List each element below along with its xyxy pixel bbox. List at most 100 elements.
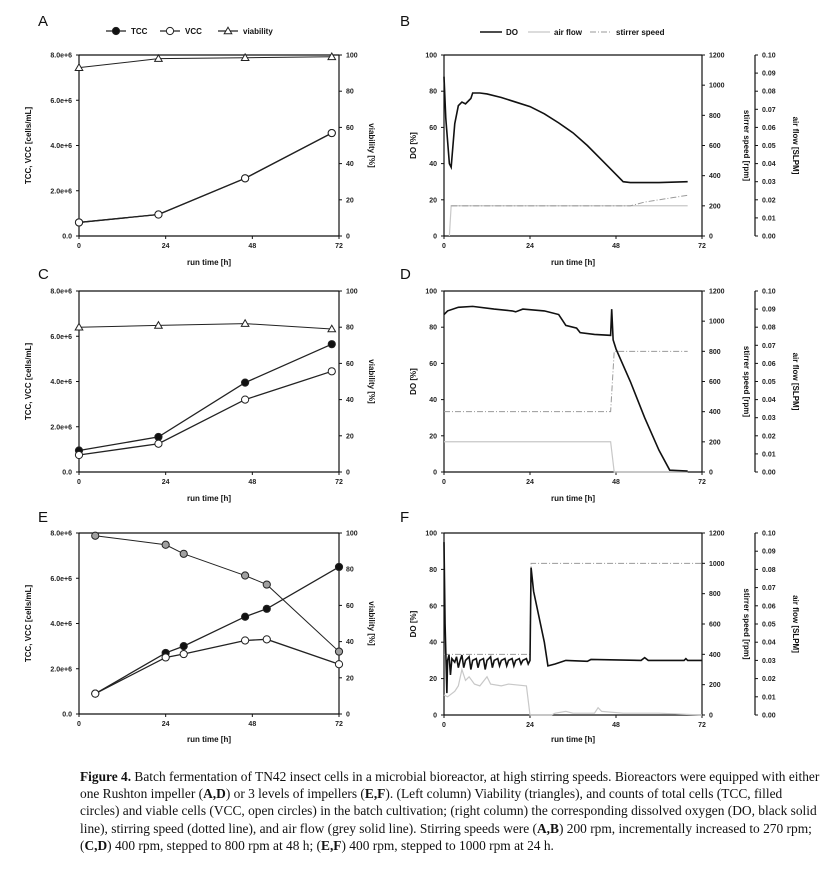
y3-tick-label: 0.07 [762, 343, 776, 350]
caption-bold-segment: E,F [364, 786, 386, 802]
y3-tick-label: 0.03 [762, 179, 776, 186]
y-axis-label: DO [%] [409, 132, 418, 159]
x-axis-label: run time [h] [187, 258, 231, 267]
y2-tick-label: 0 [346, 470, 350, 477]
y2-tick-label: 200 [709, 439, 721, 446]
x-tick-label: 24 [526, 722, 534, 729]
caption-segment: ) or 3 levels of impellers ( [225, 786, 365, 802]
y3-tick-label: 0.01 [762, 694, 776, 701]
y2-tick-label: 0 [346, 712, 350, 719]
y-tick-label: 6.0e+6 [50, 576, 72, 583]
legend: DO air flow stirrer speed [480, 28, 665, 37]
y-tick-label: 20 [429, 676, 437, 683]
y2-tick-label: 200 [709, 682, 721, 689]
x-tick-label: 72 [698, 722, 706, 729]
series-line-tcc [78, 343, 333, 452]
data-point-vcc [327, 128, 336, 138]
y-axis-label: TCC, VCC [cells/mL] [24, 584, 33, 662]
panel-label: A [38, 13, 48, 30]
y3-tick-label: 0.06 [762, 603, 776, 610]
y2-tick-label: 1200 [709, 289, 725, 296]
y-tick-label: 0.0 [62, 712, 72, 719]
y3-tick-label: 0.10 [762, 289, 776, 296]
y-tick-label: 60 [429, 361, 437, 368]
y2-tick-label: 1200 [709, 53, 725, 60]
y2-tick-label: 0 [709, 713, 713, 720]
series-line-viability [78, 56, 332, 69]
y-tick-label: 0 [433, 234, 437, 241]
y2-axis-label: viability [%] [367, 601, 376, 646]
y2-tick-label: 200 [709, 203, 721, 210]
series-line-do [443, 542, 702, 694]
y2-tick-label: 40 [346, 397, 354, 404]
y3-tick-label: 0.05 [762, 379, 776, 386]
y-tick-label: 0 [433, 470, 437, 477]
y-axis-label: TCC, VCC [cells/mL] [24, 106, 33, 184]
x-tick-label: 24 [526, 479, 534, 486]
y3-tick-label: 0.06 [762, 125, 776, 132]
y3-tick-label: 0.09 [762, 549, 776, 556]
y3-tick-label: 0.08 [762, 325, 776, 332]
data-point-tcc [241, 378, 250, 387]
data-point-vcc [154, 439, 163, 448]
legend-label: viability [243, 27, 273, 36]
y3-axis-label: air flow [SLPM] [791, 353, 800, 411]
series-line-tcc [78, 132, 333, 224]
y2-tick-label: 400 [709, 409, 721, 416]
y-tick-label: 4.0e+6 [50, 621, 72, 628]
y3-tick-label: 0.10 [762, 53, 776, 60]
y3-tick-label: 0.00 [762, 234, 776, 241]
y-tick-label: 2.0e+6 [50, 188, 72, 195]
y-axis-label: DO [%] [409, 368, 418, 395]
y3-tick-label: 0.09 [762, 307, 776, 314]
data-point-tcc [262, 604, 271, 613]
x-tick-label: 48 [612, 722, 620, 729]
series-line-stirrer-speed [451, 194, 688, 207]
data-point-vcc [241, 395, 250, 404]
caption-bold-segment: E,F [321, 837, 342, 853]
legend-marker-tcc [111, 26, 121, 36]
y2-tick-label: 40 [346, 161, 354, 168]
y3-axis-label: air flow [SLPM] [791, 117, 800, 175]
x-tick-label: 48 [612, 479, 620, 486]
y-tick-label: 0 [433, 713, 437, 720]
y-tick-label: 20 [429, 433, 437, 440]
x-axis-label: run time [h] [551, 735, 595, 744]
x-tick-label: 72 [335, 721, 343, 728]
series-line-do [443, 305, 688, 472]
x-tick-label: 72 [698, 243, 706, 250]
y2-tick-label: 1000 [709, 319, 725, 326]
y2-tick-label: 1000 [709, 83, 725, 90]
panel-label: C [38, 266, 49, 283]
y2-tick-label: 400 [709, 173, 721, 180]
data-point-tcc [334, 562, 344, 572]
data-point-vcc [154, 210, 163, 219]
y3-tick-label: 0.07 [762, 585, 776, 592]
y2-tick-label: 600 [709, 622, 721, 629]
x-tick-label: 0 [442, 722, 446, 729]
data-point-viability [161, 540, 170, 549]
x-tick-label: 24 [162, 243, 170, 250]
caption-segment: ) 400 rpm, stepped to 1000 rpm at 24 h. [341, 837, 554, 853]
y2-tick-label: 0 [709, 470, 713, 477]
y3-tick-label: 0.04 [762, 640, 776, 647]
legend-marker-viability [223, 26, 233, 35]
y2-axis-label: viability [%] [367, 359, 376, 404]
caption-bold-segment: Figure 4. [80, 769, 132, 784]
y-tick-label: 80 [429, 325, 437, 332]
series-line-tcc [94, 566, 340, 695]
data-point-vcc [262, 635, 271, 644]
y-tick-label: 80 [429, 567, 437, 574]
data-point-vcc [161, 653, 170, 662]
y-tick-label: 0.0 [62, 470, 72, 477]
data-point-viability [153, 53, 164, 62]
series-line-stirrer-speed [444, 350, 688, 413]
panel-d: D 0 24 48 72 run time [h] 0 20 40 60 80 100 DO [%] 0 2… [400, 266, 800, 503]
data-point-viability [241, 571, 250, 580]
x-axis-label: run time [h] [551, 258, 595, 267]
y2-tick-label: 400 [709, 652, 721, 659]
caption-segment: Batch fermentation of TN42 insect cells … [80, 769, 820, 802]
x-tick-label: 0 [77, 243, 81, 250]
x-axis-label: run time [h] [187, 735, 231, 744]
y2-tick-label: 20 [346, 433, 354, 440]
